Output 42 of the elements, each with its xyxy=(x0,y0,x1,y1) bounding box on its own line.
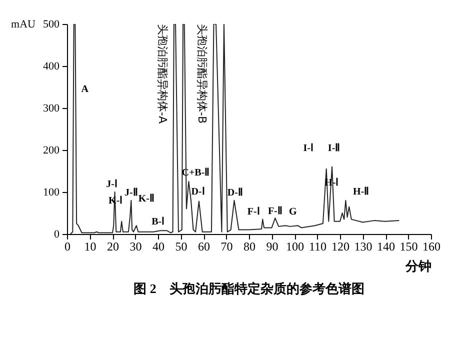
y-tick-label: 400 xyxy=(43,60,60,72)
x-tick-label: 150 xyxy=(400,240,418,254)
annotation: G xyxy=(289,206,298,218)
annotation: K-Ⅱ xyxy=(138,194,154,205)
y-tick-label: 500 xyxy=(43,18,60,30)
annotation: 头孢泊肟酯异构体-A xyxy=(156,24,169,124)
x-axis-title: 分钟 xyxy=(404,258,432,274)
annotation: A xyxy=(81,84,90,95)
x-tick-label: 130 xyxy=(354,240,372,254)
x-tick-label: 110 xyxy=(308,240,327,254)
y-tick-label: 300 xyxy=(43,102,60,114)
annotation: I-Ⅱ xyxy=(328,142,340,154)
annotation: F-Ⅰ xyxy=(247,206,260,218)
x-tick-label: 80 xyxy=(244,240,256,254)
caption: 图 2 头孢泊肟酯特定杂质的参考色谱图 xyxy=(134,281,364,296)
x-tick-label: 90 xyxy=(266,240,278,254)
line-series xyxy=(70,24,400,234)
x-tick-label: 60 xyxy=(198,240,210,254)
x-tick-label: 10 xyxy=(84,240,96,254)
x-tick-label: 160 xyxy=(422,240,440,254)
x-tick-label: 40 xyxy=(152,240,164,254)
annotation: D-Ⅰ xyxy=(191,186,205,198)
annotation: J-Ⅰ xyxy=(106,179,118,190)
annotation: B-Ⅰ xyxy=(152,216,165,228)
x-tick-label: 70 xyxy=(220,240,233,254)
y-tick-label: 200 xyxy=(43,144,60,156)
x-tick-label: 0 xyxy=(64,240,70,254)
y-tick-label: 100 xyxy=(43,186,60,198)
y-axis-title: mAU xyxy=(11,18,36,30)
annotation: I-Ⅰ xyxy=(303,142,314,154)
annotation: J-Ⅱ xyxy=(124,187,138,198)
annotation: 头孢泊肟酯异构体-B xyxy=(196,24,209,124)
annotation: D-Ⅱ xyxy=(227,187,243,198)
x-tick-label: 20 xyxy=(107,240,119,254)
annotation: H-Ⅱ xyxy=(353,186,370,198)
x-tick-label: 30 xyxy=(130,240,142,254)
x-tick-label: 50 xyxy=(175,240,188,254)
x-tick-label: 120 xyxy=(332,240,350,254)
x-tick-label: 100 xyxy=(286,240,304,254)
x-tick-label: 140 xyxy=(377,240,395,254)
annotation: F-Ⅱ xyxy=(268,206,282,218)
y-tick-label: 0 xyxy=(54,228,60,240)
